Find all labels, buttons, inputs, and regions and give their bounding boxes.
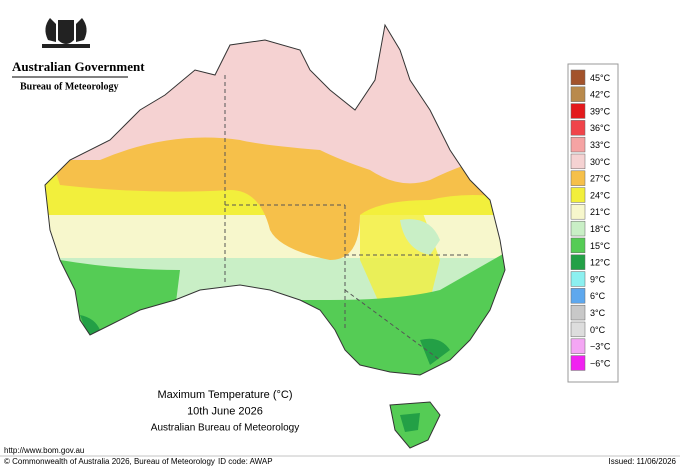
legend-label: 3°C [590, 308, 606, 318]
legend-label: 24°C [590, 190, 611, 200]
legend-swatch [570, 237, 586, 254]
legend-swatch [570, 187, 586, 203]
title-line: Australian Bureau of Meteorology [151, 423, 299, 434]
legend: 45°C 42°C 39°C 36°C 33°C 30°C 27°C 24°C 21°C 18°C… [570, 69, 611, 371]
legend-label: 45°C [590, 73, 611, 83]
legend-swatch [570, 69, 586, 86]
legend-swatch [570, 120, 586, 136]
legend-label: 15°C [590, 241, 611, 251]
legend-label: 18°C [590, 224, 611, 234]
id-code: ID code: AWAP [218, 457, 273, 466]
legend-label: 39°C [590, 106, 611, 116]
legend-swatch [570, 204, 586, 220]
tasmania-cool-zone [400, 413, 420, 432]
legend-swatch [570, 136, 586, 153]
legend-swatch [570, 304, 586, 321]
legend-swatch [570, 86, 586, 102]
legend-swatch [570, 254, 586, 270]
emblem [42, 18, 90, 48]
title-line: Maximum Temperature (°C) [157, 389, 292, 401]
legend-label: 0°C [590, 325, 606, 335]
legend-swatch [570, 220, 586, 237]
legend-swatch [570, 153, 586, 170]
legend-label: 36°C [590, 123, 611, 133]
legend-swatch [570, 355, 586, 371]
issued: Issued: 11/06/2026 [609, 457, 677, 466]
legend-label: 12°C [590, 258, 611, 268]
legend-label: 6°C [590, 291, 606, 301]
url: http://www.bom.gov.au [4, 446, 84, 455]
legend-label: 27°C [590, 174, 611, 184]
legend-label: 21°C [590, 207, 611, 217]
legend-swatch [570, 288, 586, 304]
government-name: Australian Government [12, 59, 145, 74]
legend-label: 42°C [590, 90, 611, 100]
coastline [44, 23, 506, 376]
legend-label: −6°C [590, 358, 611, 368]
legend-swatch [570, 103, 586, 119]
map-title: Maximum Temperature (°C) 10th June 2026 Au… [151, 389, 299, 434]
legend-label: 33°C [590, 140, 611, 150]
legend-swatch [570, 338, 586, 354]
legend-swatch [570, 321, 586, 338]
legend-swatch [570, 271, 586, 287]
title-line: 10th June 2026 [187, 405, 263, 417]
legend-label: −3°C [590, 342, 611, 352]
copyright: © Commonwealth of Australia 2026, Bureau… [4, 457, 215, 466]
state-borders [224, 75, 470, 361]
bureau-name: Bureau of Meteorology [20, 81, 119, 92]
legend-swatch [570, 170, 586, 186]
legend-label: 9°C [590, 274, 606, 284]
legend-label: 30°C [590, 157, 611, 167]
